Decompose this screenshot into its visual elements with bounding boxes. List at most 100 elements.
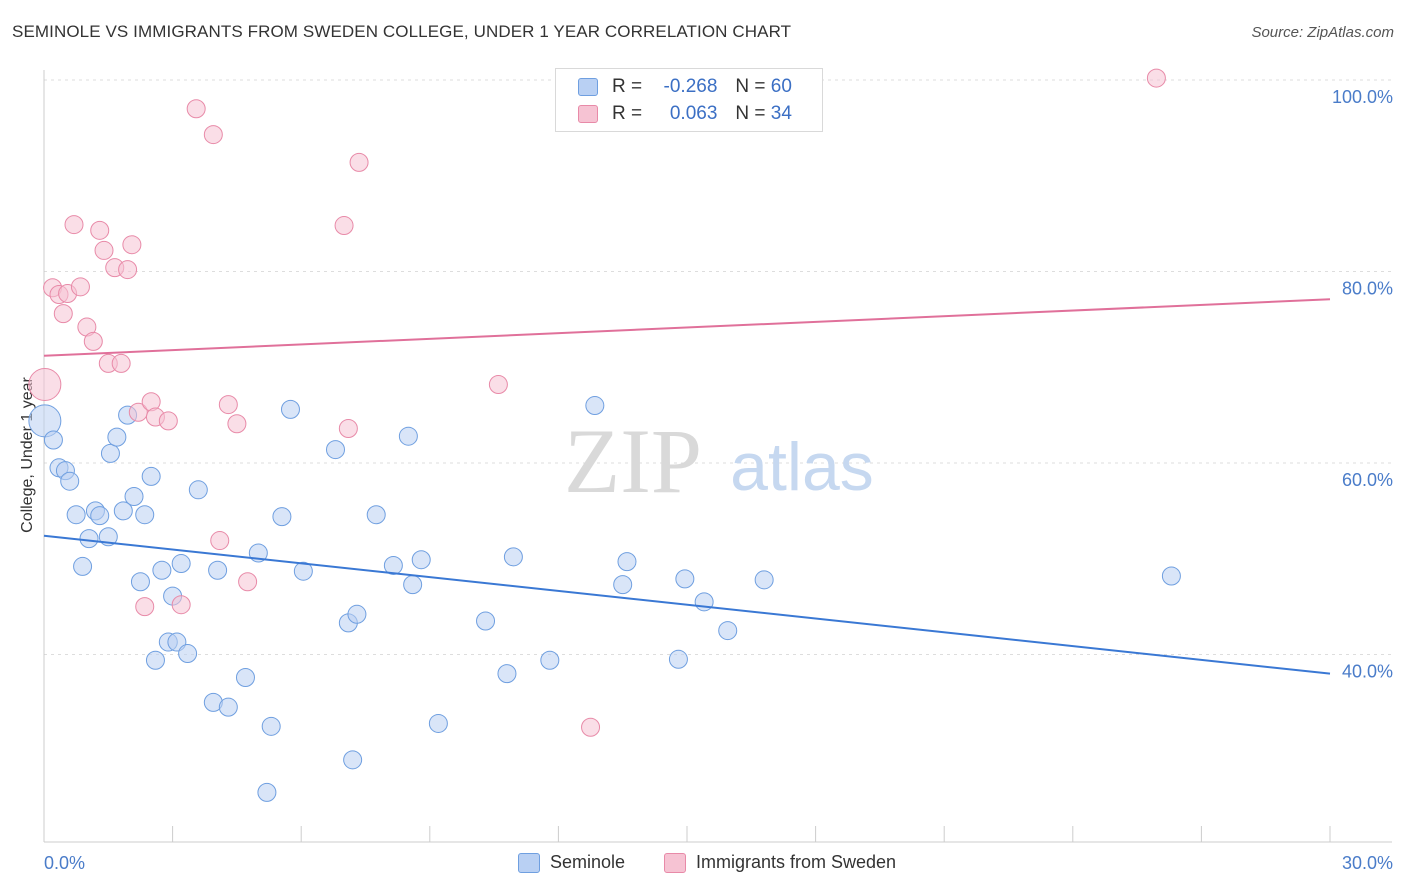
data-point — [43, 430, 63, 450]
data-point — [257, 782, 277, 802]
r-value: -0.268 — [663, 76, 718, 97]
x-tick-label: 0.0% — [44, 853, 85, 873]
data-point — [585, 396, 605, 416]
data-point — [171, 595, 191, 615]
data-point — [497, 664, 517, 684]
y-tick-label: 100.0% — [1332, 87, 1393, 107]
seminole-legend-label: Seminole — [550, 852, 626, 872]
seminole-legend-swatch — [518, 852, 540, 873]
x-tick-label: 30.0% — [1342, 853, 1393, 873]
chart-title: SEMINOLE VS IMMIGRANTS FROM SWEDEN COLLE… — [12, 22, 792, 41]
data-point — [718, 621, 738, 641]
data-point — [28, 367, 62, 401]
r-value: 0.063 — [669, 103, 718, 124]
data-point — [94, 240, 114, 260]
data-point — [334, 216, 354, 236]
watermark: ZIP atlas — [564, 410, 874, 512]
n-value: 60 — [770, 76, 792, 97]
data-point — [83, 331, 103, 351]
data-point — [613, 575, 633, 595]
data-point — [111, 353, 131, 373]
data-point — [203, 125, 223, 145]
data-point — [325, 440, 345, 460]
r-label: R = — [612, 103, 643, 124]
data-point — [366, 505, 386, 525]
n-label: N = — [735, 76, 766, 97]
data-point — [70, 277, 90, 297]
data-point — [754, 570, 774, 590]
axes — [43, 70, 1392, 843]
data-point — [171, 554, 191, 574]
data-point — [135, 597, 155, 617]
source-credit: Source: ZipAtlas.com — [1251, 24, 1394, 41]
y-tick-label: 60.0% — [1342, 470, 1393, 490]
data-point — [238, 572, 258, 592]
data-point — [178, 644, 198, 664]
data-point — [411, 550, 431, 570]
grid-lines — [44, 79, 1392, 655]
data-point — [210, 531, 230, 551]
data-point — [90, 506, 110, 526]
data-point — [343, 750, 363, 770]
data-point — [141, 466, 161, 486]
data-point — [90, 220, 110, 240]
y-tick-label: 40.0% — [1342, 662, 1393, 682]
data-point — [118, 260, 138, 280]
seminole-swatch — [578, 78, 598, 96]
data-point — [64, 215, 84, 235]
data-point — [186, 99, 206, 119]
n-label: N = — [735, 103, 766, 124]
legend-row-seminole: R = -0.268 N = 60 — [578, 75, 792, 99]
data-points — [28, 68, 1181, 802]
data-point — [488, 374, 508, 394]
data-point — [218, 395, 238, 415]
data-point — [668, 649, 688, 669]
data-point — [135, 505, 155, 525]
data-point — [261, 716, 281, 736]
data-point — [617, 552, 637, 572]
data-point — [235, 667, 255, 687]
trend-lines — [43, 298, 1331, 675]
legend-item-seminole: Seminole — [518, 852, 625, 873]
data-point — [1146, 68, 1166, 88]
data-point — [66, 505, 86, 525]
data-point — [398, 426, 418, 446]
data-point — [122, 235, 142, 255]
r-label: R = — [612, 76, 643, 97]
data-point — [347, 604, 367, 624]
sweden-legend-swatch — [664, 852, 686, 873]
data-point — [79, 529, 99, 549]
n-value: 34 — [770, 103, 792, 124]
data-point — [113, 501, 133, 521]
data-point — [503, 547, 523, 567]
data-point — [1161, 566, 1181, 586]
data-point — [158, 411, 178, 431]
data-point — [383, 555, 403, 575]
data-point — [540, 650, 560, 670]
watermark-atlas: atlas — [730, 429, 874, 505]
series-legend: Seminole Immigrants from Sweden — [0, 852, 1406, 876]
sweden-swatch — [578, 105, 598, 123]
watermark-zip: ZIP — [564, 410, 702, 512]
tick-labels: 100.0% 80.0% 60.0% 40.0% 0.0% 30.0% — [44, 87, 1393, 873]
data-point — [338, 419, 358, 439]
data-point — [403, 575, 423, 595]
sweden-legend-label: Immigrants from Sweden — [696, 852, 897, 872]
data-point — [272, 507, 292, 527]
data-point — [218, 697, 238, 717]
data-point — [107, 427, 127, 447]
trend-line — [43, 298, 1331, 357]
data-point — [227, 414, 247, 434]
data-point — [124, 487, 144, 507]
data-point — [581, 717, 601, 737]
data-point — [476, 611, 496, 631]
trend-line — [43, 534, 1331, 675]
data-point — [428, 713, 448, 733]
data-point — [293, 561, 313, 581]
data-point — [349, 152, 369, 172]
data-point — [73, 556, 93, 576]
data-point — [130, 572, 150, 592]
stats-legend: R = -0.268 N = 60 R = 0.063 N = 34 — [555, 68, 823, 132]
data-point — [53, 304, 73, 324]
